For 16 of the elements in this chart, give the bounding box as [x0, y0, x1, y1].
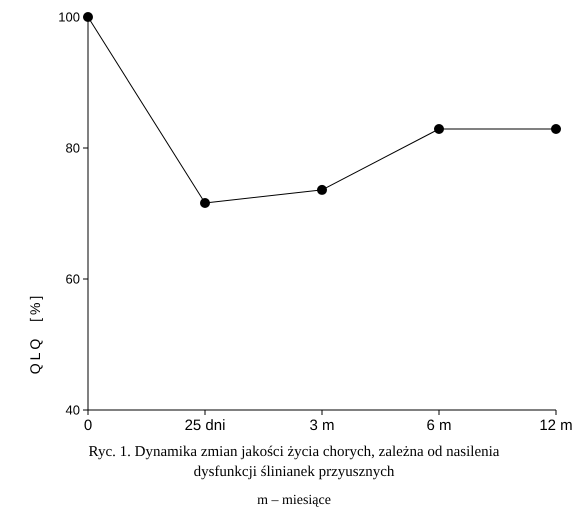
point [434, 124, 444, 134]
y-tick-label: 40 [66, 402, 80, 418]
x-tick-label: 6 m [426, 417, 452, 434]
point [317, 184, 327, 195]
y-tick-label: 60 [66, 272, 80, 287]
y-tick-label: 80 [66, 140, 80, 156]
text: m – miesiące [257, 493, 331, 508]
point [551, 124, 561, 134]
x-tick-label: 0 [84, 417, 92, 434]
x-tick-label: 3 m [309, 417, 335, 434]
y-tick-label: 100 [58, 10, 80, 25]
text: Ryc. 1. Dynamika zmian jakości życia chorych, zależna od nasilenia dysfunkcji ślinianek przyusznych [88, 444, 500, 480]
y-axis-title: QLQ [%] [27, 292, 43, 374]
point [200, 198, 210, 208]
x-tick-label: 12 m [539, 417, 573, 434]
x-tick-label: 25 dni [184, 417, 226, 434]
